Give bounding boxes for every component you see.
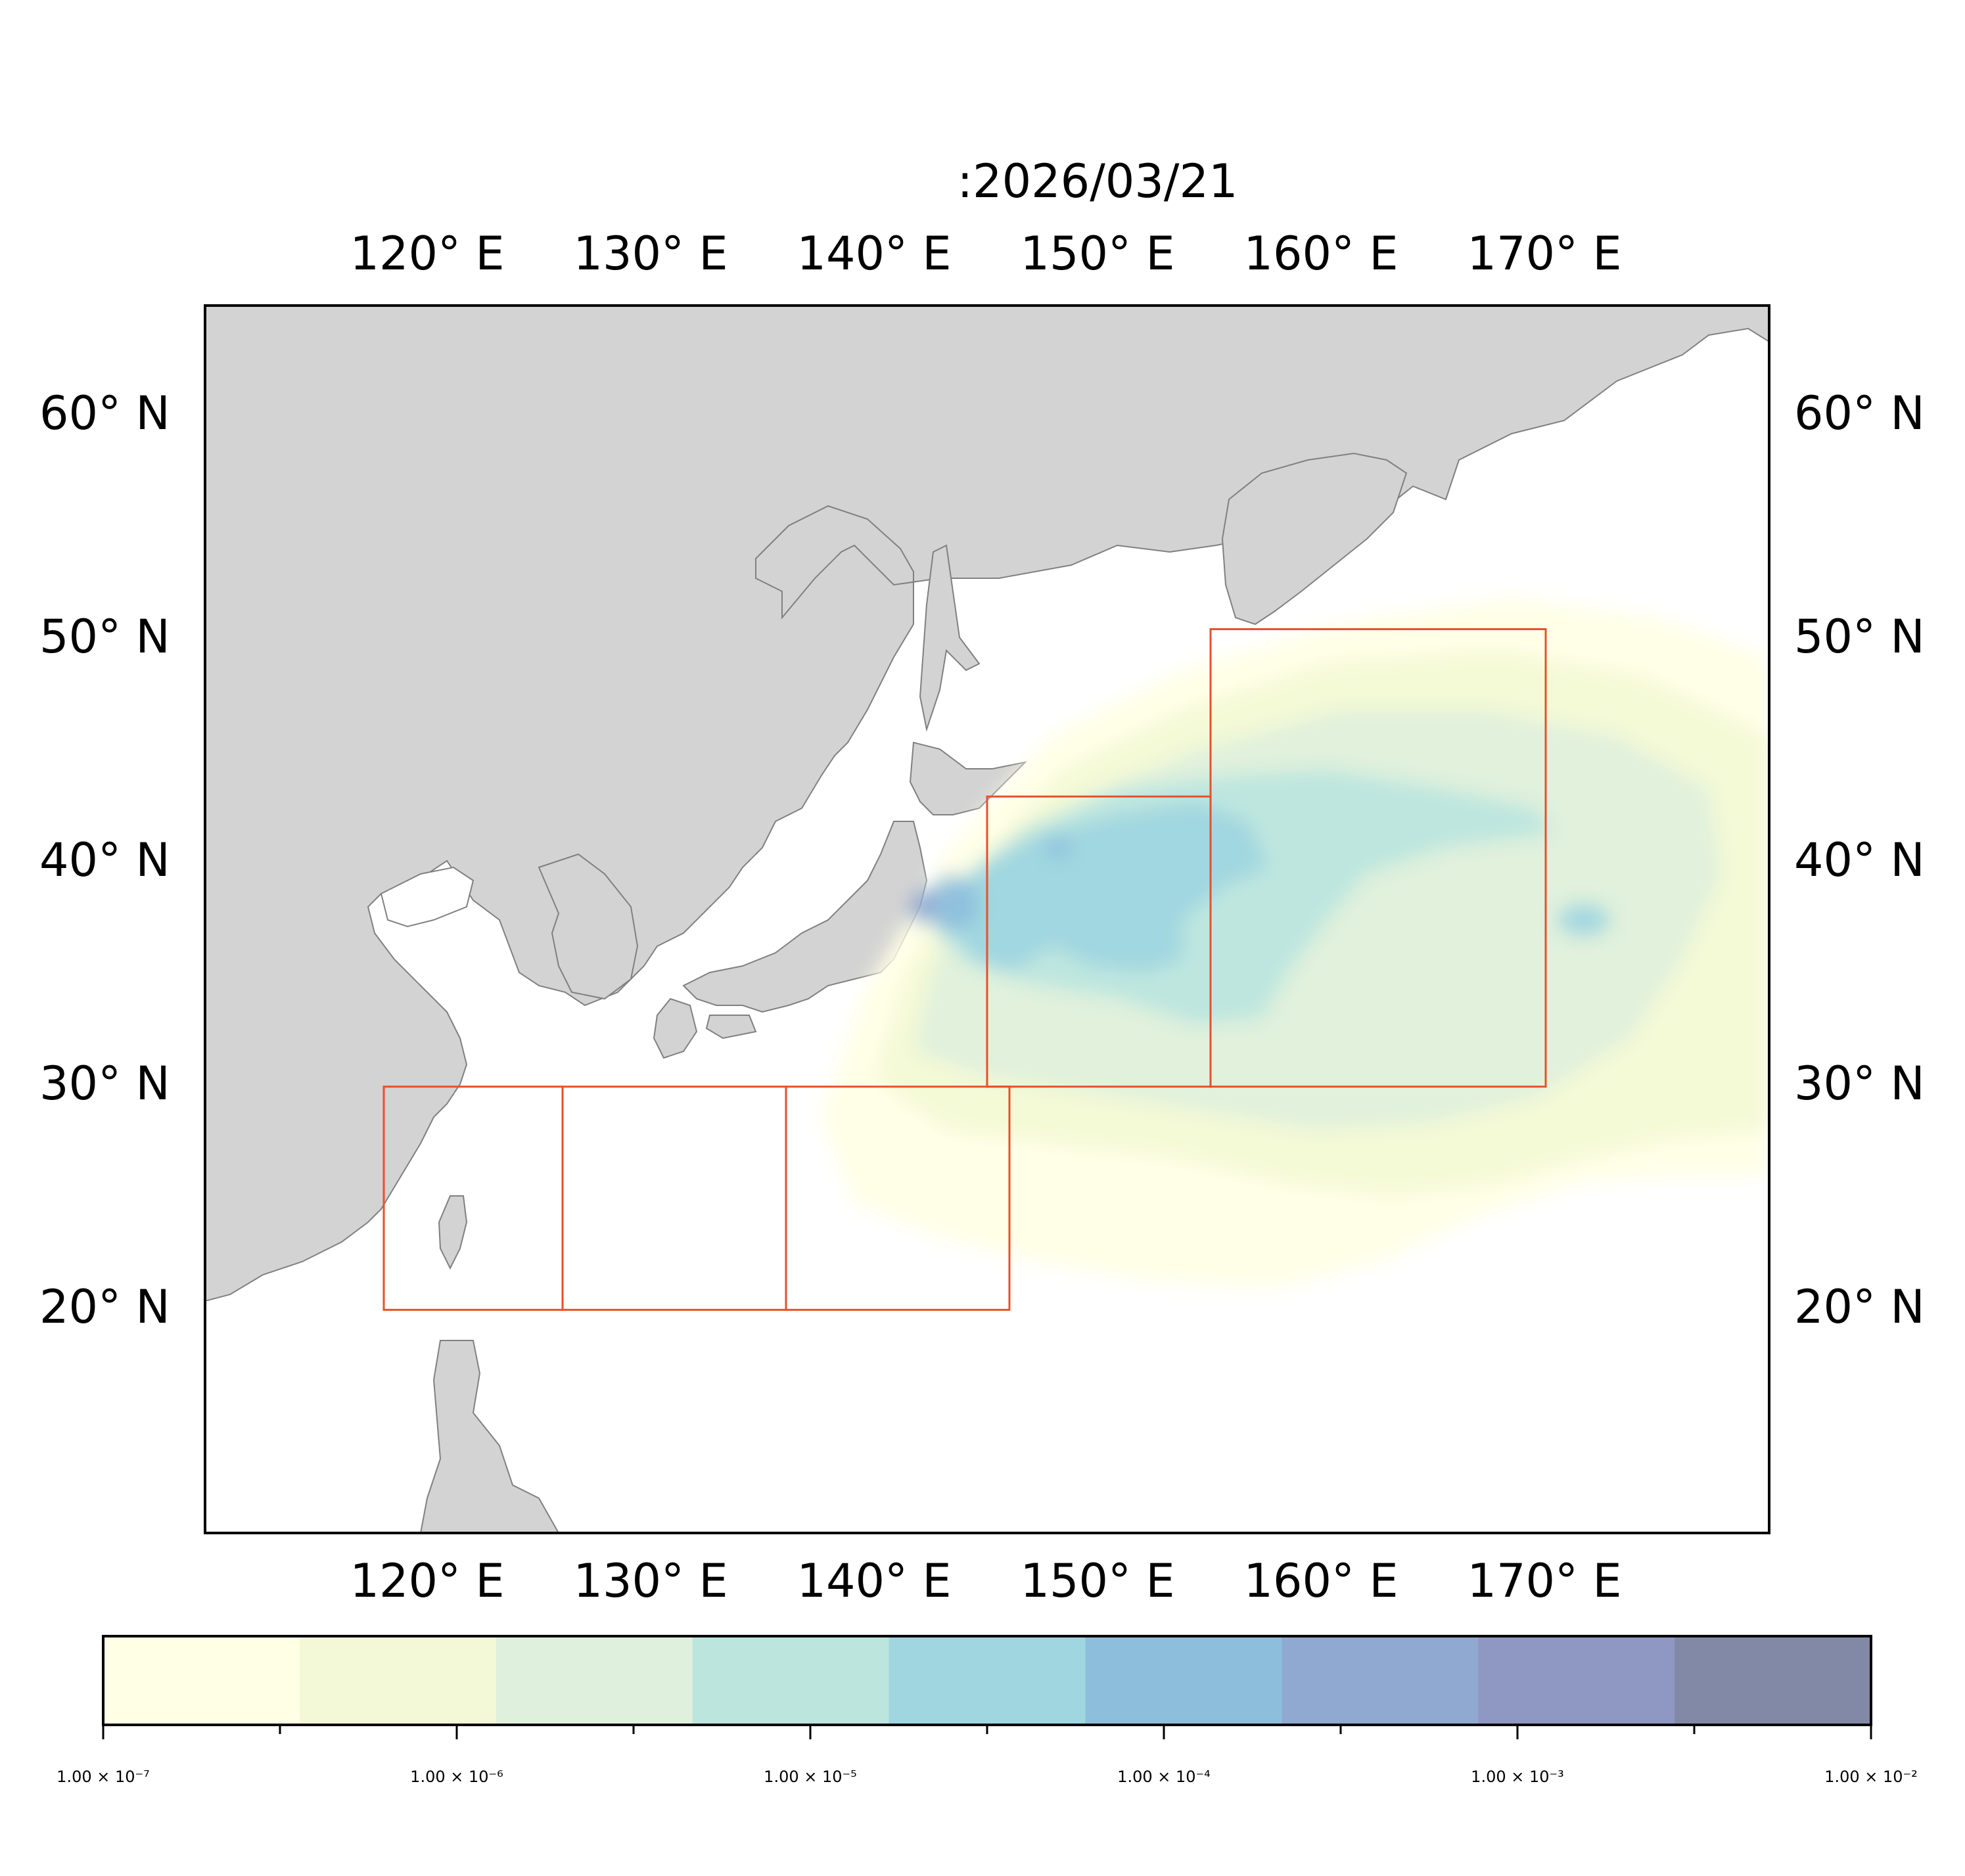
- lon-ticks-bottom: 120° E 130° E 140° E 150° E 160° E 170° …: [350, 1554, 1621, 1608]
- colorbar-cell: [103, 1636, 300, 1725]
- colorbar-cell: [1478, 1636, 1676, 1725]
- colorbar-cells: [103, 1636, 1872, 1725]
- lon-tick-top: 160° E: [1243, 227, 1398, 281]
- land-kamchatka: [1221, 452, 1408, 626]
- region-boxes: [382, 628, 1547, 1311]
- colorbar-tick-label: 1.00 × 10⁻⁶: [410, 1768, 503, 1786]
- lon-tick-top: 170° E: [1467, 227, 1621, 281]
- map-frame: [204, 304, 1770, 1534]
- colorbar-ticks: [102, 1725, 1872, 1739]
- region-box: [1209, 628, 1547, 1088]
- lat-tick-left: 50° N: [39, 610, 170, 664]
- colorbar-cell: [1085, 1636, 1283, 1725]
- sea-bohai: [380, 866, 474, 928]
- land-hokkaido: [909, 741, 1028, 815]
- lat-tick-right: 40° N: [1794, 833, 1925, 887]
- lon-tick-bottom: 150° E: [1020, 1554, 1174, 1608]
- land-taiwan: [438, 1195, 468, 1270]
- colorbar-tick-label: 1.00 × 10⁻⁷: [57, 1768, 150, 1786]
- region-box: [785, 1086, 1011, 1311]
- colorbar-cell: [299, 1636, 497, 1725]
- lon-tick-top: 120° E: [350, 227, 504, 281]
- lat-tick-right: 60° N: [1794, 386, 1925, 440]
- lon-tick-bottom: 160° E: [1243, 1554, 1398, 1608]
- lat-ticks-right: 60° N 50° N 40° N 30° N 20° N: [1794, 386, 1925, 1334]
- lon-tick-top: 140° E: [797, 227, 951, 281]
- lon-tick-top: 130° E: [573, 227, 728, 281]
- lat-tick-left: 20° N: [39, 1280, 170, 1334]
- colorbar-cell: [1675, 1636, 1872, 1725]
- colorbar-cell: [1282, 1636, 1479, 1725]
- colorbar-cell: [496, 1636, 693, 1725]
- colorbar-tick-labels: 1.00 × 10⁻⁷ 1.00 × 10⁻⁶ 1.00 × 10⁻⁵ 1.00…: [57, 1768, 1918, 1786]
- land-sakhalin: [919, 544, 981, 732]
- lon-tick-bottom: 140° E: [797, 1554, 951, 1608]
- lat-ticks-left: 60° N 50° N 40° N 30° N 20° N: [39, 386, 170, 1334]
- colorbar-tick-label: 1.00 × 10⁻²: [1824, 1768, 1918, 1786]
- colorbar-tick-label: 1.00 × 10⁻³: [1471, 1768, 1564, 1786]
- land-korea: [538, 853, 639, 1000]
- lat-tick-right: 20° N: [1794, 1280, 1925, 1334]
- lon-ticks-top: 120° E 130° E 140° E 150° E 160° E 170° …: [350, 227, 1621, 281]
- lat-tick-left: 40° N: [39, 833, 170, 887]
- land-kyushu: [653, 997, 698, 1059]
- land-philippines: [419, 1340, 560, 1533]
- colorbar-cell: [889, 1636, 1086, 1725]
- land-shikoku: [705, 1015, 757, 1040]
- lat-tick-right: 50° N: [1794, 610, 1925, 664]
- lon-tick-top: 150° E: [1020, 227, 1174, 281]
- colorbar-tick-label: 1.00 × 10⁻⁴: [1117, 1768, 1211, 1786]
- lat-tick-left: 30° N: [39, 1057, 170, 1110]
- lon-tick-bottom: 170° E: [1467, 1554, 1621, 1608]
- lon-tick-bottom: 120° E: [350, 1554, 504, 1608]
- colorbar-cell: [692, 1636, 890, 1725]
- colorbar-tick-label: 1.00 × 10⁻⁵: [764, 1768, 857, 1786]
- lat-tick-left: 60° N: [39, 386, 170, 440]
- colorbar: 1.00 × 10⁻⁷ 1.00 × 10⁻⁶ 1.00 × 10⁻⁵ 1.00…: [57, 1635, 1918, 1786]
- map-title: :2026/03/21: [957, 154, 1237, 208]
- lon-tick-bottom: 130° E: [573, 1554, 728, 1608]
- lat-tick-right: 30° N: [1794, 1057, 1925, 1110]
